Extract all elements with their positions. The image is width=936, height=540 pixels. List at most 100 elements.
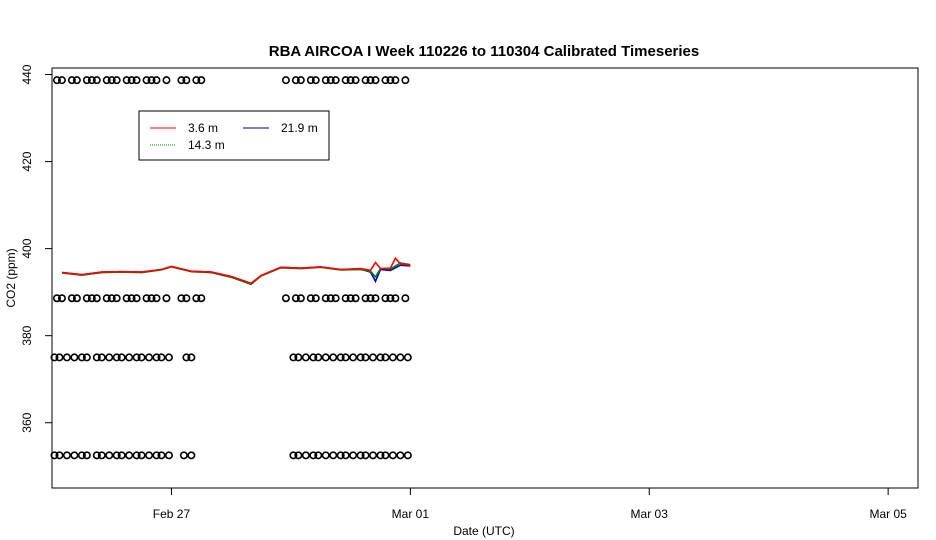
calibration-point <box>361 76 370 85</box>
calibration-point <box>97 353 106 362</box>
calibration-point <box>371 294 380 303</box>
calibration-point <box>296 294 305 303</box>
calibration-point <box>105 353 114 362</box>
calibration-point <box>381 76 390 85</box>
calibration-point <box>92 294 101 303</box>
calibration-point <box>294 353 303 362</box>
calibration-point <box>157 353 166 362</box>
calibration-point <box>125 353 134 362</box>
calibration-point <box>187 451 196 460</box>
calibration-point <box>281 76 290 85</box>
calibration-point <box>152 294 161 303</box>
calibration-point <box>92 76 101 85</box>
calibration-point <box>182 294 191 303</box>
calibration-point <box>77 353 86 362</box>
calibration-point <box>403 451 412 460</box>
calibration-point <box>291 294 300 303</box>
calibration-point <box>366 76 375 85</box>
calibration-point <box>291 76 300 85</box>
calibration-point <box>57 294 66 303</box>
y-tick-label: 440 <box>20 64 34 84</box>
calibration-point <box>62 353 71 362</box>
calibration-point <box>341 451 350 460</box>
calibration-point <box>369 451 378 460</box>
calibration-point <box>145 353 154 362</box>
calibration-point <box>179 451 188 460</box>
calibration-point <box>329 353 338 362</box>
calibration-point <box>192 294 201 303</box>
calibration-point <box>82 76 91 85</box>
calibration-point <box>331 294 340 303</box>
calibration-point <box>197 76 206 85</box>
calibration-point <box>309 353 318 362</box>
calibration-point <box>87 76 96 85</box>
calibration-point <box>50 451 59 460</box>
calibration-point <box>162 294 171 303</box>
calibration-point <box>162 76 171 85</box>
legend-label-21.9m: 21.9 m <box>281 121 318 135</box>
calibration-point <box>391 294 400 303</box>
calibration-point <box>127 76 136 85</box>
calibration-point <box>107 294 116 303</box>
calibration-point <box>142 294 151 303</box>
calibration-point <box>182 353 191 362</box>
calibration-point <box>376 353 385 362</box>
calibration-point <box>132 294 141 303</box>
calibration-point <box>361 451 370 460</box>
calibration-point <box>132 451 141 460</box>
calibration-point <box>132 353 141 362</box>
calibration-point <box>82 451 91 460</box>
calibration-point <box>386 294 395 303</box>
calibration-point <box>112 76 121 85</box>
calibration-point <box>122 76 131 85</box>
calibration-point <box>97 451 106 460</box>
calibration-point <box>72 76 81 85</box>
calibration-point <box>341 294 350 303</box>
calibration-point <box>391 76 400 85</box>
legend-box <box>138 110 330 161</box>
calibration-point <box>137 451 146 460</box>
calibration-point <box>306 76 315 85</box>
calibration-point <box>87 294 96 303</box>
calibration-point <box>107 76 116 85</box>
calibration-point <box>117 353 126 362</box>
calibration-point <box>321 451 330 460</box>
x-tick-label: Mar 03 <box>631 507 669 521</box>
calibration-point <box>281 294 290 303</box>
legend-label-14.3m: 14.3 m <box>188 138 225 152</box>
calibration-point <box>192 76 201 85</box>
calibration-point <box>72 294 81 303</box>
calibration-point <box>105 451 114 460</box>
calibration-point <box>67 76 76 85</box>
x-tick-label: Mar 05 <box>869 507 907 521</box>
calibration-point <box>349 353 358 362</box>
calibration-point <box>296 76 305 85</box>
calibration-point <box>294 451 303 460</box>
calibration-point <box>62 451 71 460</box>
calibration-point <box>314 451 323 460</box>
calibration-point <box>314 353 323 362</box>
chart-title: RBA AIRCOA I Week 110226 to 110304 Calib… <box>269 43 700 60</box>
calibration-point <box>349 451 358 460</box>
calibration-point <box>82 294 91 303</box>
calibration-point <box>311 76 320 85</box>
calibration-point <box>112 294 121 303</box>
y-tick-label: 360 <box>20 412 34 432</box>
calibration-point <box>381 451 390 460</box>
calibration-point <box>336 353 345 362</box>
y-axis: 360 380 400 420 440 <box>20 64 53 433</box>
series-line-14.3m <box>61 262 411 286</box>
calibration-point <box>112 451 121 460</box>
calibration-point <box>346 294 355 303</box>
legend: 3.6 m 21.9 m 14.3 m <box>138 110 330 161</box>
calibration-point <box>164 451 173 460</box>
calibration-point <box>57 76 66 85</box>
calibration-point <box>329 451 338 460</box>
calibration-point <box>351 294 360 303</box>
y-tick-label: 380 <box>20 325 34 345</box>
calibration-point <box>326 76 335 85</box>
calibration-point <box>401 294 410 303</box>
calibration-point <box>396 451 405 460</box>
calibration-point <box>396 353 405 362</box>
